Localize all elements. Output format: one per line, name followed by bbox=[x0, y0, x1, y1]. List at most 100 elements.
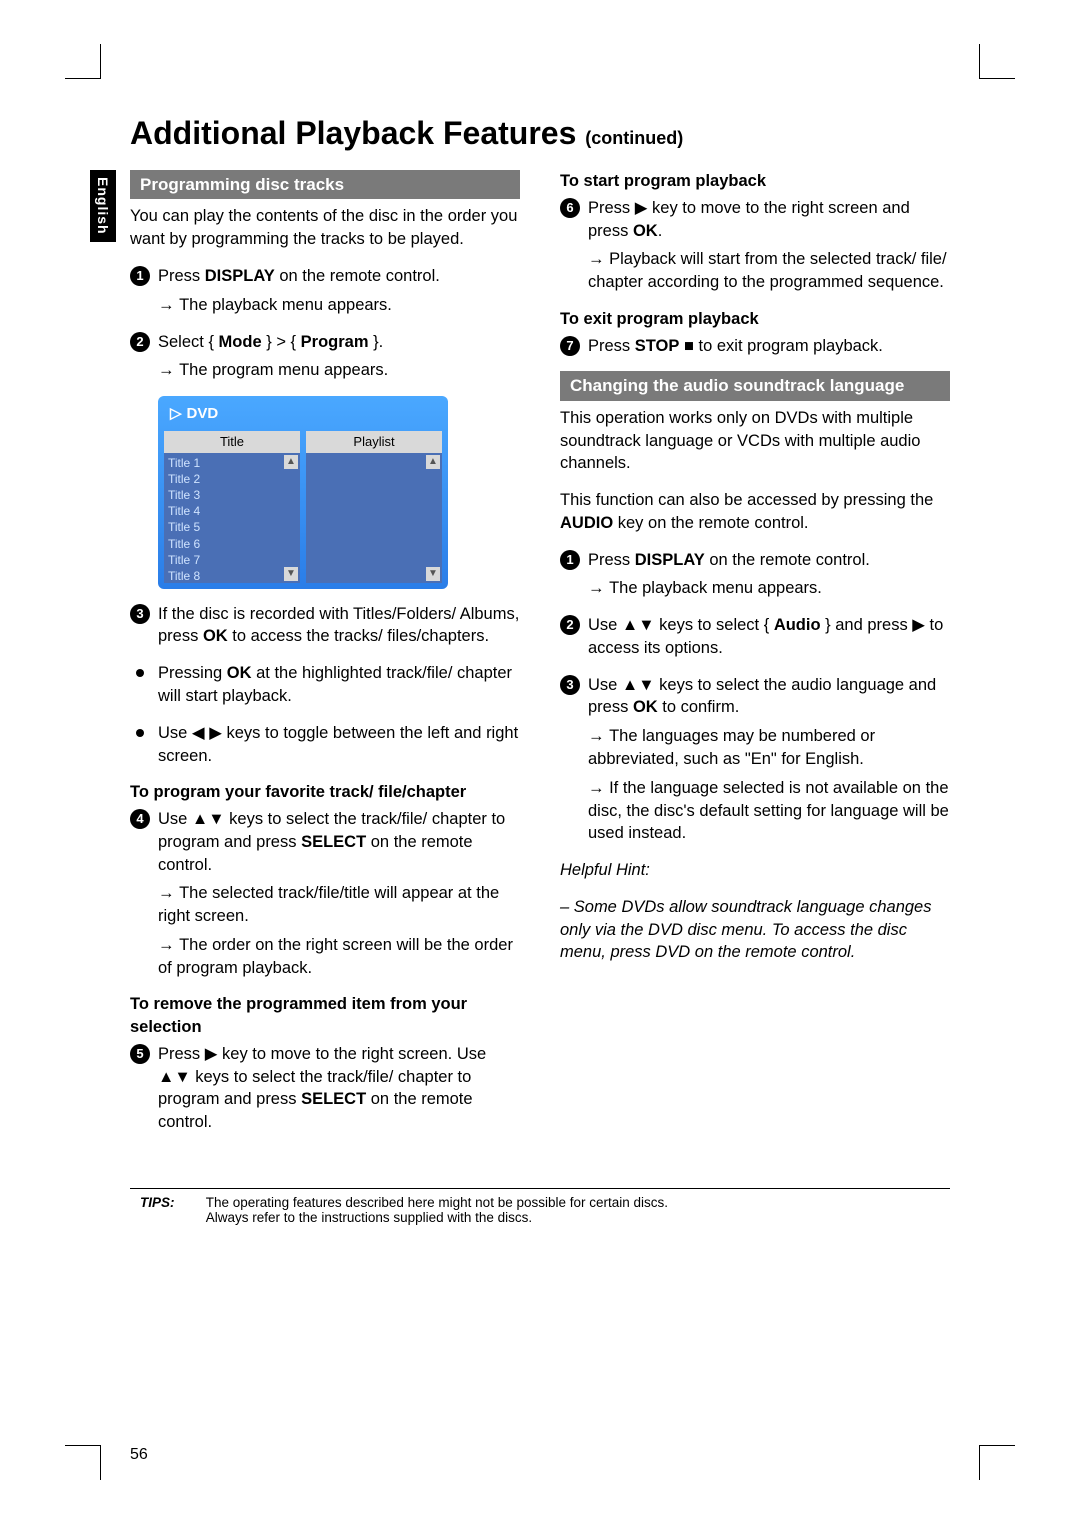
text: . bbox=[658, 222, 663, 240]
hint-body: – Some DVDs allow soundtrack language ch… bbox=[560, 896, 950, 964]
step-r2: 2 Use ▲▼ keys to select { Audio } and pr… bbox=[560, 614, 950, 660]
text: }. bbox=[369, 333, 384, 351]
sub-result: → The languages may be numbered or abbre… bbox=[560, 725, 950, 771]
bullet-icon bbox=[136, 729, 144, 737]
step-number-icon: 3 bbox=[130, 604, 150, 624]
list-item: Title 3 bbox=[168, 487, 296, 503]
sub-heading: To exit program playback bbox=[560, 308, 950, 331]
bullet: Use ◀ ▶ keys to toggle between the left … bbox=[130, 722, 520, 768]
text: to confirm. bbox=[658, 698, 740, 716]
sub-result: → The program menu appears. bbox=[130, 359, 520, 382]
text: Pressing bbox=[158, 664, 227, 682]
step-number-icon: 3 bbox=[560, 675, 580, 695]
scroll-down-icon: ▼ bbox=[284, 567, 298, 581]
page-content: Additional Playback Features (continued)… bbox=[130, 115, 950, 1225]
sub-heading: To program your favorite track/ file/cha… bbox=[130, 781, 520, 804]
list-item: Title 1 bbox=[168, 455, 296, 471]
bold: Mode bbox=[219, 333, 262, 351]
bold: OK bbox=[227, 664, 252, 682]
dvd-playlist-panel: Playlist ▲ ▼ bbox=[306, 431, 442, 583]
scroll-up-icon: ▲ bbox=[284, 455, 298, 469]
crop-mark bbox=[100, 44, 101, 79]
text: Use ◀ ▶ keys to toggle between the left … bbox=[158, 724, 518, 765]
bold: DISPLAY bbox=[635, 551, 705, 569]
text: The order on the right screen will be th… bbox=[158, 936, 513, 977]
bullet-icon bbox=[136, 669, 144, 677]
text: The playback menu appears. bbox=[609, 579, 822, 597]
divider bbox=[130, 1188, 950, 1189]
section-header-programming: Programming disc tracks bbox=[130, 170, 520, 199]
text: Always refer to the instructions supplie… bbox=[206, 1210, 532, 1225]
text: The program menu appears. bbox=[179, 361, 388, 379]
panel-header: Playlist bbox=[306, 431, 442, 453]
panel-header: Title bbox=[164, 431, 300, 453]
playlist-list: ▲ ▼ bbox=[306, 453, 442, 583]
step-number-icon: 5 bbox=[130, 1044, 150, 1064]
step-6: 6 Press ▶ key to move to the right scree… bbox=[560, 197, 950, 243]
title-suffix: (continued) bbox=[585, 128, 683, 148]
language-tab: English bbox=[90, 170, 116, 242]
list-item: Title 5 bbox=[168, 519, 296, 535]
step-number-icon: 2 bbox=[560, 615, 580, 635]
scroll-up-icon: ▲ bbox=[426, 455, 440, 469]
bold: DISPLAY bbox=[205, 267, 275, 285]
text: } > { bbox=[262, 333, 301, 351]
play-triangle-icon: ▷ bbox=[170, 404, 182, 425]
text: ■ to exit program playback. bbox=[679, 337, 882, 355]
step-number-icon: 2 bbox=[130, 332, 150, 352]
bold: Program bbox=[301, 333, 369, 351]
list-item: Title 6 bbox=[168, 536, 296, 552]
text: DVD bbox=[187, 405, 219, 422]
sub-result: → The playback menu appears. bbox=[130, 294, 520, 317]
crop-mark bbox=[979, 44, 980, 79]
text: This function can also be accessed by pr… bbox=[560, 491, 933, 509]
section-header-audio: Changing the audio soundtrack language bbox=[560, 371, 950, 400]
bold: OK bbox=[633, 222, 658, 240]
scroll-down-icon: ▼ bbox=[426, 567, 440, 581]
text: If the language selected is not availabl… bbox=[588, 779, 949, 843]
step-r1: 1 Press DISPLAY on the remote control. bbox=[560, 549, 950, 572]
step-number-icon: 7 bbox=[560, 336, 580, 356]
bold: OK bbox=[203, 627, 228, 645]
paragraph: This operation works only on DVDs with m… bbox=[560, 407, 950, 475]
text: on the remote control. bbox=[275, 267, 440, 285]
step-number-icon: 4 bbox=[130, 809, 150, 829]
bold: STOP bbox=[635, 337, 680, 355]
paragraph: You can play the contents of the disc in… bbox=[130, 205, 520, 251]
text: Playback will start from the selected tr… bbox=[588, 250, 947, 291]
bullet: Pressing OK at the highlighted track/fil… bbox=[130, 662, 520, 708]
text: The selected track/file/title will appea… bbox=[158, 884, 499, 925]
step-number-icon: 1 bbox=[130, 266, 150, 286]
step-1: 1 Press DISPLAY on the remote control. bbox=[130, 265, 520, 288]
list-item: Title 2 bbox=[168, 471, 296, 487]
sub-heading: To remove the programmed item from your … bbox=[130, 993, 520, 1039]
title-main: Additional Playback Features bbox=[130, 115, 576, 151]
text: on the remote control. bbox=[705, 551, 870, 569]
step-number-icon: 1 bbox=[560, 550, 580, 570]
tips-body: The operating features described here mi… bbox=[206, 1195, 926, 1225]
paragraph: This function can also be accessed by pr… bbox=[560, 489, 950, 535]
text: Press bbox=[158, 267, 205, 285]
dvd-menu-header: ▷ DVD bbox=[164, 402, 442, 431]
list-item: Title 4 bbox=[168, 503, 296, 519]
text: Use ▲▼ keys to select { bbox=[588, 616, 774, 634]
bold: AUDIO bbox=[560, 514, 613, 532]
bold: OK bbox=[633, 698, 658, 716]
text: Select { bbox=[158, 333, 219, 351]
left-column: Programming disc tracks You can play the… bbox=[130, 170, 520, 1148]
bold: SELECT bbox=[301, 1090, 366, 1108]
dvd-program-menu: ▷ DVD Title ▲ Title 1 Title 2 Title 3 Tit… bbox=[158, 396, 448, 589]
crop-mark bbox=[979, 1445, 980, 1480]
step-4: 4 Use ▲▼ keys to select the track/file/ … bbox=[130, 808, 520, 876]
crop-mark bbox=[980, 78, 1015, 79]
text: key on the remote control. bbox=[613, 514, 808, 532]
step-5: 5 Press ▶ key to move to the right scree… bbox=[130, 1043, 520, 1134]
step-7: 7 Press STOP ■ to exit program playback. bbox=[560, 335, 950, 358]
sub-result: → Playback will start from the selected … bbox=[560, 248, 950, 294]
step-2: 2 Select { Mode } > { Program }. bbox=[130, 331, 520, 354]
text: The operating features described here mi… bbox=[206, 1195, 668, 1210]
dvd-title-panel: Title ▲ Title 1 Title 2 Title 3 Title 4 … bbox=[164, 431, 300, 583]
step-r3: 3 Use ▲▼ keys to select the audio langua… bbox=[560, 674, 950, 720]
sub-result: → The selected track/file/title will app… bbox=[130, 882, 520, 928]
crop-mark bbox=[980, 1445, 1015, 1446]
